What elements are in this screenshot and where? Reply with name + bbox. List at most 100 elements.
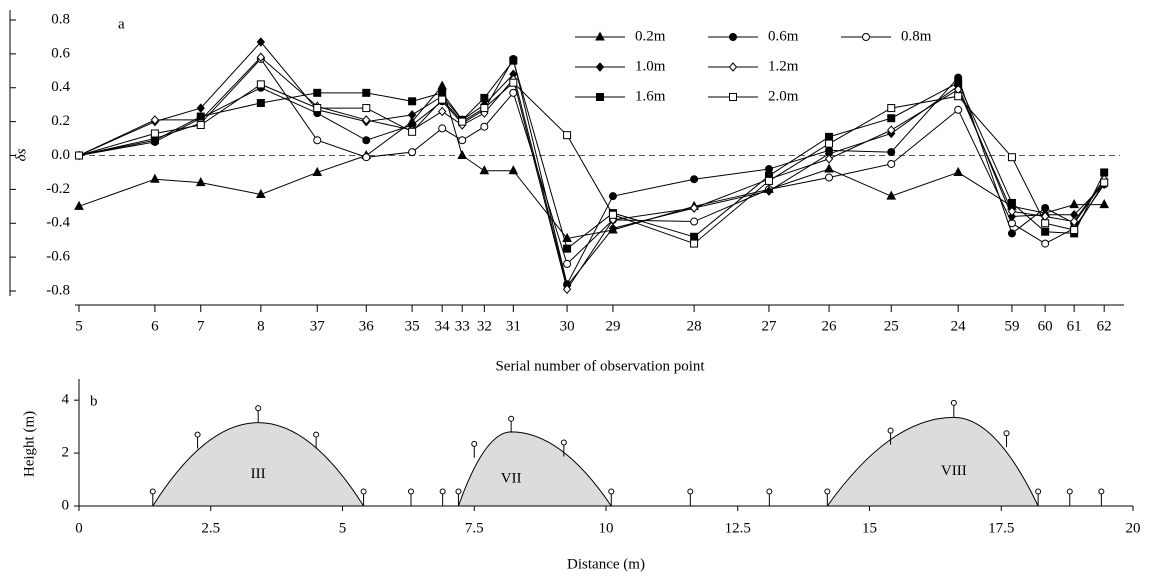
point (1069, 216, 1079, 227)
point (479, 165, 490, 175)
point (150, 115, 160, 125)
point (256, 188, 266, 198)
stake-head (313, 431, 320, 438)
x-tick-label: 12.5 (725, 520, 751, 536)
y-tick-label: -0.2 (46, 181, 70, 197)
point (256, 52, 266, 63)
point (256, 37, 266, 47)
stake-head (1066, 488, 1073, 495)
point (458, 136, 467, 145)
legend-marker (728, 62, 738, 72)
point (824, 163, 834, 173)
stake-head (608, 488, 615, 495)
x-tick-label: 36 (359, 318, 375, 334)
point (825, 139, 834, 148)
point (690, 217, 699, 226)
x-tick-label: 0 (75, 520, 83, 536)
legend-marker (595, 31, 605, 41)
y-tick-label: -0.6 (46, 249, 70, 265)
point (457, 149, 468, 159)
point (408, 127, 417, 136)
point (887, 114, 896, 123)
stake-head (1003, 430, 1010, 437)
point (362, 136, 371, 145)
point (1041, 219, 1050, 228)
point (1041, 239, 1050, 248)
hill-label: VIII (941, 463, 967, 479)
point (1007, 198, 1016, 207)
y-tick-label: 0.2 (51, 113, 70, 129)
point (150, 173, 160, 183)
x-tick-label: 60 (1038, 318, 1053, 334)
point (75, 151, 83, 160)
point (437, 106, 447, 117)
stake-head (887, 427, 894, 434)
x-tick-label: 7 (197, 318, 205, 334)
point (608, 210, 617, 219)
point (1069, 199, 1079, 209)
legend-label: 2.0m (768, 88, 799, 104)
point (408, 97, 417, 106)
x-tick-label: 6 (151, 318, 159, 334)
point (362, 88, 371, 97)
point (689, 203, 699, 213)
point (362, 104, 371, 113)
stake-head (950, 399, 957, 406)
legend-marker (862, 33, 870, 41)
point (509, 56, 518, 65)
point (438, 88, 447, 97)
point (1007, 211, 1017, 222)
x-tick-label: 26 (822, 318, 838, 334)
point (458, 117, 467, 126)
series-line (78, 41, 1105, 288)
point (362, 153, 371, 162)
stake-head (408, 488, 415, 495)
point (196, 103, 205, 113)
point (1007, 229, 1016, 238)
point (887, 159, 896, 168)
point (1100, 168, 1109, 177)
x-tick-label: 15 (862, 520, 877, 536)
point (480, 104, 489, 113)
legend-label: 1.6m (635, 88, 666, 104)
x-tick-label: 25 (884, 318, 899, 334)
x-tick-label: 10 (599, 520, 614, 536)
hill-area (826, 416, 1039, 507)
point (954, 92, 963, 101)
x-tick-label: 37 (310, 318, 326, 334)
x-tick-label: 61 (1067, 318, 1082, 334)
point (407, 110, 417, 120)
point (408, 148, 417, 157)
x-tick-label: 59 (1004, 318, 1019, 334)
point (887, 148, 896, 157)
point (824, 154, 834, 164)
point (690, 232, 699, 241)
legend-marker (729, 93, 737, 101)
x-tick-label: 5 (75, 318, 83, 334)
hill-label: III (251, 466, 266, 482)
hill-area (151, 422, 365, 507)
x-tick-label: 8 (257, 318, 265, 334)
x-tick-label: 2.5 (201, 520, 220, 536)
x-tick-label: 31 (506, 318, 521, 334)
stake-head (194, 431, 201, 438)
point (480, 122, 489, 131)
point (313, 104, 322, 113)
series-line (78, 58, 1105, 265)
point (1007, 206, 1017, 217)
stake-head (471, 440, 478, 447)
point (764, 186, 774, 196)
x-tick-label: 5 (339, 520, 347, 536)
y-tick-label: 0 (62, 497, 70, 513)
point (608, 192, 617, 201)
point (1070, 226, 1079, 235)
y-tick-label: 2 (62, 445, 70, 461)
x-tick-label: 24 (951, 318, 967, 334)
stake-head (687, 488, 694, 495)
point (196, 112, 205, 121)
point (1100, 178, 1109, 187)
x-tick-label: 28 (687, 318, 702, 334)
point (480, 93, 489, 102)
point (886, 190, 897, 200)
series-line (78, 56, 1105, 291)
